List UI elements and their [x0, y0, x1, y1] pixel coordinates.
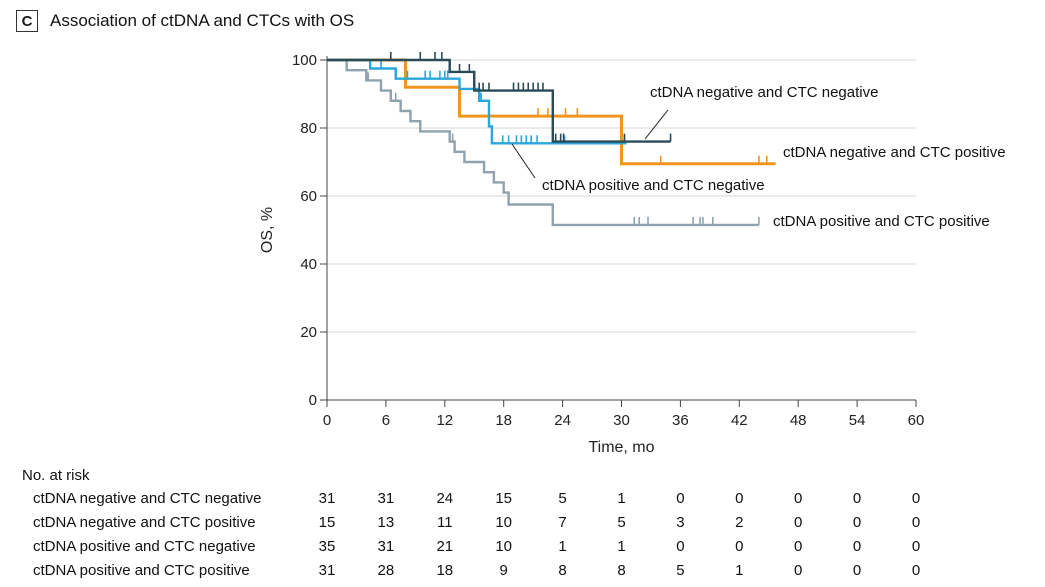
risk-value: 1	[558, 538, 566, 555]
series-4	[327, 58, 760, 227]
risk-value: 18	[436, 562, 453, 579]
risk-value: 9	[500, 562, 508, 579]
x-tick-label: 54	[849, 412, 866, 429]
risk-row-name: ctDNA positive and CTC negative	[33, 538, 256, 555]
risk-value: 7	[558, 514, 566, 531]
risk-value: 24	[436, 490, 453, 507]
risk-value: 0	[853, 514, 861, 531]
risk-value: 3	[676, 514, 684, 531]
risk-value: 15	[495, 490, 512, 507]
x-tick-label: 60	[908, 412, 925, 429]
series-3	[327, 58, 627, 145]
risk-value: 0	[794, 514, 802, 531]
series-label: ctDNA positive and CTC negative	[542, 177, 765, 194]
annotation-leader	[511, 143, 536, 179]
annotation-leader	[644, 109, 669, 140]
risk-value: 21	[436, 538, 453, 555]
risk-value: 1	[735, 562, 743, 579]
risk-value: 35	[319, 538, 336, 555]
risk-value: 0	[853, 562, 861, 579]
y-tick-label: 40	[300, 256, 317, 273]
y-tick-label: 0	[309, 392, 317, 409]
series-1	[327, 52, 672, 143]
risk-value: 0	[794, 538, 802, 555]
risk-value: 5	[617, 514, 625, 531]
risk-value: 5	[558, 490, 566, 507]
gridlines	[327, 59, 916, 333]
risk-value: 0	[735, 490, 743, 507]
risk-value: 31	[319, 562, 336, 579]
series-label: ctDNA negative and CTC negative	[650, 84, 878, 101]
risk-value: 1	[617, 490, 625, 507]
risk-value: 31	[319, 490, 336, 507]
risk-value: 31	[378, 490, 395, 507]
panel-letter: C	[16, 10, 38, 32]
risk-value: 8	[617, 562, 625, 579]
x-tick-label: 12	[436, 412, 453, 429]
series-line	[327, 58, 759, 227]
y-tick-label: 20	[300, 324, 317, 341]
x-tick-label: 48	[790, 412, 807, 429]
risk-value: 28	[378, 562, 395, 579]
series-line	[327, 58, 776, 166]
series-label: ctDNA negative and CTC positive	[783, 144, 1006, 161]
risk-value: 0	[853, 538, 861, 555]
x-tick-label: 18	[495, 412, 512, 429]
x-tick-label: 0	[323, 412, 331, 429]
risk-value: 1	[617, 538, 625, 555]
risk-table-title: No. at risk	[22, 467, 90, 484]
risk-value: 5	[676, 562, 684, 579]
x-axis-title: Time, mo	[588, 439, 654, 456]
risk-value: 11	[437, 514, 453, 531]
risk-value: 0	[735, 538, 743, 555]
risk-value: 0	[853, 490, 861, 507]
x-tick-label: 42	[731, 412, 748, 429]
y-tick-label: 80	[300, 120, 317, 137]
risk-value: 10	[495, 514, 512, 531]
y-tick-label: 100	[292, 52, 317, 69]
x-tick-label: 30	[613, 412, 630, 429]
risk-value: 0	[912, 538, 920, 555]
risk-value: 0	[676, 538, 684, 555]
series-2	[327, 58, 776, 166]
y-axis-title: OS, %	[259, 207, 276, 253]
risk-row-name: ctDNA positive and CTC positive	[33, 562, 250, 579]
risk-row-name: ctDNA negative and CTC positive	[33, 514, 256, 531]
risk-value: 0	[794, 562, 802, 579]
risk-value: 0	[912, 562, 920, 579]
chart-title: Association of ctDNA and CTCs with OS	[50, 11, 355, 30]
panel-header: C Association of ctDNA and CTCs with OS	[16, 8, 354, 34]
risk-row-name: ctDNA negative and CTC negative	[33, 490, 261, 507]
y-tick-label: 60	[300, 188, 317, 205]
risk-value: 0	[676, 490, 684, 507]
risk-value: 15	[319, 514, 336, 531]
risk-value: 10	[495, 538, 512, 555]
series-line	[327, 58, 627, 145]
x-tick-label: 36	[672, 412, 689, 429]
risk-value: 13	[378, 514, 395, 531]
series-line	[327, 58, 671, 143]
risk-value: 0	[912, 514, 920, 531]
risk-value: 31	[378, 538, 395, 555]
risk-value: 8	[558, 562, 566, 579]
x-tick-label: 6	[382, 412, 390, 429]
x-tick-label: 24	[554, 412, 571, 429]
risk-value: 2	[735, 514, 743, 531]
risk-value: 0	[912, 490, 920, 507]
risk-value: 0	[794, 490, 802, 507]
series-label: ctDNA positive and CTC positive	[773, 213, 990, 230]
